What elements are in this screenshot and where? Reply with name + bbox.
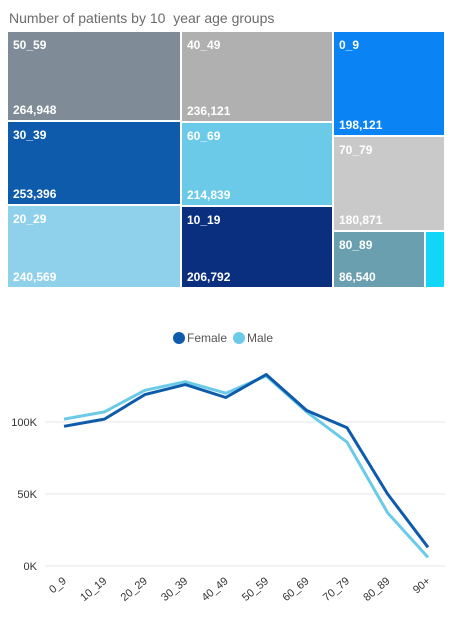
tile-label: 70_79 (339, 143, 373, 157)
treemap-tile-30-39[interactable]: 30_39 253,396 (8, 122, 182, 206)
tile-value: 240,569 (13, 270, 57, 284)
series-line-female[interactable] (63, 373, 430, 549)
x-tick-label: 90+ (411, 575, 433, 596)
treemap-tile-40-49[interactable]: 40_49 236,121 (182, 32, 334, 123)
tile-label: 50_59 (13, 38, 47, 52)
treemap-title: Number of patients by 10 year age groups (9, 10, 275, 26)
legend-female-label: Female (187, 331, 228, 345)
line-legend: Female Male (0, 331, 455, 347)
tile-value: 86,540 (339, 270, 376, 284)
x-tick-label: 40_49 (200, 575, 231, 604)
tile-value: 264,948 (13, 103, 57, 117)
x-tick-label: 10_19 (78, 575, 109, 604)
x-tick-label: 70_79 (321, 575, 352, 604)
treemap-chart: Number of patients by 10 year age groups… (0, 0, 455, 300)
line-chart: 0K 50K 100K 0_9 10_19 20_29 30_39 40_49 50_59 60_… (11, 373, 445, 604)
treemap-tile-10-19[interactable]: 10_19 206,792 (182, 207, 334, 289)
treemap-tile-20-29[interactable]: 20_29 240,569 (8, 206, 182, 289)
tile-value: 198,121 (339, 118, 383, 132)
legend-item-male[interactable]: Male (233, 331, 273, 345)
tile-value: 180,871 (339, 213, 383, 227)
legend-item-female[interactable]: Female (173, 331, 227, 345)
tile-label: 60_69 (187, 129, 221, 143)
tile-value: 214,839 (187, 188, 231, 202)
tile-label: 0_9 (339, 38, 360, 52)
tile-label: 40_49 (187, 38, 221, 52)
x-tick-label: 0_9 (47, 575, 69, 596)
x-tick-label: 80_89 (361, 575, 392, 604)
tile-value: 236,121 (187, 104, 231, 118)
legend-male-dot (233, 332, 245, 344)
x-tick-label: 50_59 (240, 575, 271, 604)
treemap-tile-60-69[interactable]: 60_69 214,839 (182, 123, 334, 207)
x-tick-label: 20_29 (119, 575, 150, 604)
tile-value: 253,396 (13, 187, 57, 201)
tile-value: 206,792 (187, 270, 231, 284)
y-tick-label: 0K (24, 561, 38, 573)
y-tick-label: 50K (17, 489, 37, 501)
y-tick-label: 100K (11, 417, 37, 429)
treemap-tile-50-59[interactable]: 50_59 264,948 (8, 32, 182, 122)
tile-label: 30_39 (13, 128, 47, 142)
treemap-tile-80-89[interactable]: 80_89 86,540 (334, 232, 426, 289)
tile-label: 80_89 (339, 238, 373, 252)
legend-male-label: Male (247, 331, 274, 345)
x-tick-label: 60_69 (280, 575, 311, 604)
x-tick-label: 30_39 (159, 575, 190, 604)
legend-female-dot (173, 332, 185, 344)
treemap-tile-90-plus[interactable] (426, 232, 446, 289)
series-line-male[interactable] (63, 374, 430, 559)
treemap-tile-0-9[interactable]: 0_9 198,121 (334, 32, 446, 137)
tile-label: 10_19 (187, 213, 221, 227)
treemap-tile-70-79[interactable]: 70_79 180,871 (334, 137, 446, 232)
tile-label: 20_29 (13, 212, 47, 226)
